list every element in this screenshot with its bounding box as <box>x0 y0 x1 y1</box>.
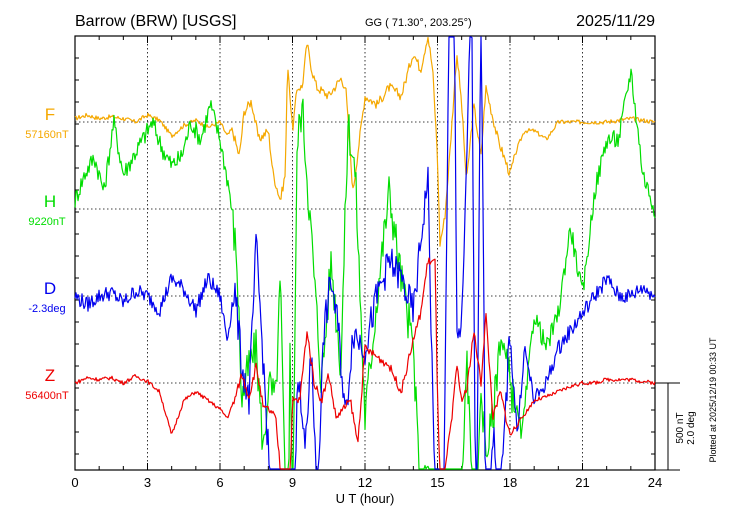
series-line-D <box>74 36 656 470</box>
series-name-H: H <box>44 192 56 211</box>
series-line-F <box>74 36 656 247</box>
series-baseline-D: -2.3deg <box>28 303 65 315</box>
series-name-Z: Z <box>45 366 55 385</box>
series-baseline-F: 57160nT <box>25 129 69 141</box>
series-name-D: D <box>44 279 56 298</box>
series-name-F: F <box>45 105 55 124</box>
x-tick-label-12: 12 <box>358 475 372 490</box>
series-labels: F 57160nT H 9220nT D -2.3deg Z 56400nT <box>25 105 69 402</box>
x-axis-label: U T (hour) <box>336 491 395 506</box>
vertical-gridlines <box>147 36 583 470</box>
x-tick-label-24: 24 <box>648 475 662 490</box>
series-baseline-H: 9220nT <box>28 216 66 228</box>
date-label: 2025/11/29 <box>576 13 655 30</box>
x-tick-label-15: 15 <box>430 475 444 490</box>
station-title: Barrow (BRW) [USGS] <box>75 13 237 30</box>
series-line-Z <box>74 257 656 470</box>
series-baseline-Z: 56400nT <box>25 390 69 402</box>
baseline-gridlines <box>75 121 655 384</box>
scale-nt-label: 500 nT <box>675 412 686 443</box>
plotted-timestamp: Plotted at 2025/12/19 00:33 UT <box>708 337 718 463</box>
series-lines <box>74 36 656 470</box>
x-tick-label-0: 0 <box>71 475 78 490</box>
x-tick-label-21: 21 <box>575 475 589 490</box>
x-tick-label-9: 9 <box>289 475 296 490</box>
x-tick-label-18: 18 <box>503 475 517 490</box>
x-tick-labels: 0 3 6 9 12 15 18 21 24 <box>71 475 662 490</box>
scale-bar <box>655 382 680 471</box>
series-line-H <box>74 68 656 470</box>
x-tick-label-3: 3 <box>144 475 151 490</box>
scale-deg-label: 2.0 deg <box>686 411 697 444</box>
coords-label: GG ( 71.30°, 203.25°) <box>365 17 472 29</box>
x-tick-label-6: 6 <box>216 475 223 490</box>
